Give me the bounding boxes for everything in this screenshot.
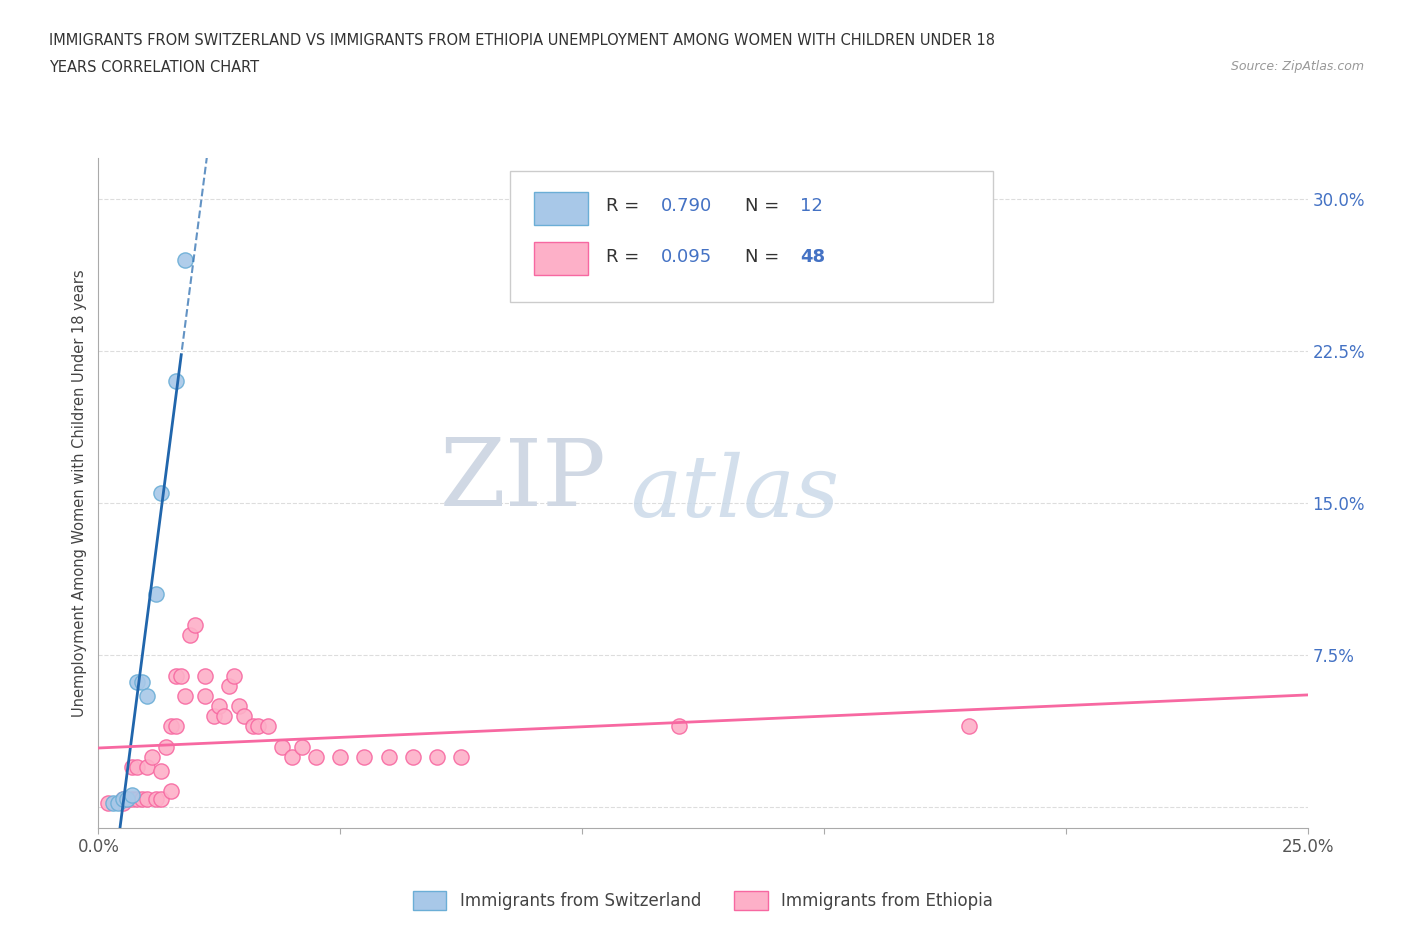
Point [208, 698, 231, 713]
Point [97, 796, 120, 811]
Point [131, 791, 153, 806]
Point [121, 788, 143, 803]
Point [145, 791, 167, 806]
Point [150, 764, 173, 778]
Point [957, 719, 980, 734]
Text: ZIP: ZIP [440, 434, 606, 525]
Point [145, 587, 167, 602]
Point [426, 750, 449, 764]
FancyBboxPatch shape [534, 192, 588, 225]
Point [135, 791, 157, 806]
Point [111, 791, 134, 806]
Text: 0.095: 0.095 [661, 248, 711, 266]
Point [305, 750, 328, 764]
Point [228, 698, 250, 713]
Point [135, 688, 157, 703]
Point [204, 709, 226, 724]
Point [127, 760, 149, 775]
Point [135, 760, 157, 775]
Point [222, 668, 245, 683]
Point [281, 750, 304, 764]
Point [668, 719, 690, 734]
Point [107, 796, 129, 811]
Point [402, 750, 425, 764]
Text: atlas: atlas [630, 452, 839, 534]
Point [160, 719, 183, 734]
Point [117, 791, 139, 806]
Point [256, 719, 278, 734]
Point [174, 688, 197, 703]
Point [329, 750, 352, 764]
Point [111, 791, 134, 806]
Point [232, 709, 254, 724]
Point [271, 739, 294, 754]
Point [141, 750, 163, 764]
Point [194, 668, 217, 683]
Point [131, 674, 153, 689]
Point [121, 791, 143, 806]
Text: Source: ZipAtlas.com: Source: ZipAtlas.com [1230, 60, 1364, 73]
Point [290, 739, 312, 754]
Point [179, 628, 201, 643]
Text: 0.790: 0.790 [661, 197, 711, 216]
Point [160, 784, 183, 799]
Point [165, 719, 187, 734]
Point [101, 796, 124, 811]
FancyBboxPatch shape [509, 171, 993, 302]
Point [377, 750, 399, 764]
Text: IMMIGRANTS FROM SWITZERLAND VS IMMIGRANTS FROM ETHIOPIA UNEMPLOYMENT AMONG WOMEN: IMMIGRANTS FROM SWITZERLAND VS IMMIGRANT… [49, 33, 995, 47]
Point [117, 791, 139, 806]
Point [111, 796, 134, 811]
Point [165, 374, 187, 389]
Point [150, 791, 173, 806]
Point [127, 791, 149, 806]
Point [121, 760, 143, 775]
Point [184, 618, 207, 632]
Point [150, 485, 173, 500]
Point [194, 688, 217, 703]
Text: N =: N = [745, 248, 786, 266]
FancyBboxPatch shape [534, 242, 588, 275]
Text: 12: 12 [800, 197, 823, 216]
Point [353, 750, 375, 764]
Point [169, 668, 191, 683]
Point [127, 674, 149, 689]
Text: YEARS CORRELATION CHART: YEARS CORRELATION CHART [49, 60, 259, 75]
Point [174, 252, 197, 267]
Text: 48: 48 [800, 248, 825, 266]
Point [165, 668, 187, 683]
Point [155, 739, 177, 754]
Point [212, 709, 235, 724]
Text: R =: R = [606, 197, 645, 216]
Y-axis label: Unemployment Among Women with Children Under 18 years: Unemployment Among Women with Children U… [72, 269, 87, 717]
Point [242, 719, 264, 734]
Point [247, 719, 270, 734]
Text: R =: R = [606, 248, 645, 266]
Point [218, 678, 240, 693]
Legend: Immigrants from Switzerland, Immigrants from Ethiopia: Immigrants from Switzerland, Immigrants … [406, 884, 1000, 917]
Text: N =: N = [745, 197, 786, 216]
Point [450, 750, 472, 764]
